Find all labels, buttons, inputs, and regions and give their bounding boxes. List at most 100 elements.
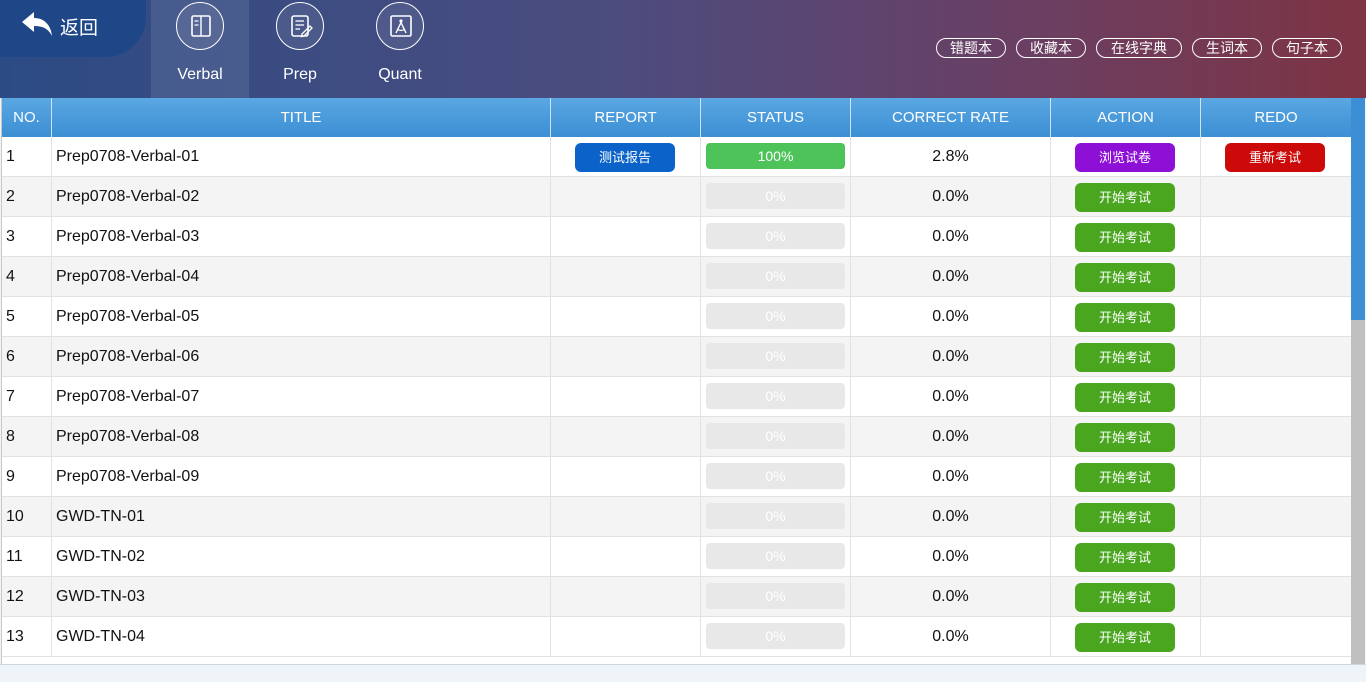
progress-bar: 100% [706,143,845,169]
row-number: 13 [6,628,24,645]
table-row: 4 Prep0708-Verbal-04 0% 0.0% 开始考试 [2,257,1351,297]
cell-action: 开始考试 [1051,337,1201,377]
cell-rate: 2.8% [851,137,1051,177]
tab-quant[interactable]: Quant [351,0,449,98]
start-exam-button[interactable]: 开始考试 [1075,383,1175,412]
exam-title: Prep0708-Verbal-07 [56,388,200,405]
scrollbar-thumb[interactable] [1351,98,1365,320]
cell-action: 开始考试 [1051,417,1201,457]
cell-redo [1201,297,1351,337]
cell-status: 0% [701,217,851,257]
row-number: 12 [6,588,24,605]
cell-report [551,617,701,657]
cell-rate: 0.0% [851,457,1051,497]
cell-rate: 0.0% [851,377,1051,417]
cell-title: Prep0708-Verbal-04 [52,257,551,297]
progress-label: 0% [765,508,786,524]
exam-title: Prep0708-Verbal-02 [56,188,200,205]
vocabulary-book-button[interactable]: 生词本 [1192,38,1262,58]
start-exam-button[interactable]: 开始考试 [1075,263,1175,292]
progress-label: 0% [765,588,786,604]
row-number: 4 [6,268,15,285]
row-number: 11 [6,548,23,565]
correct-rate: 0.0% [932,468,969,485]
retake-exam-button[interactable]: 重新考试 [1225,143,1325,172]
cell-redo [1201,217,1351,257]
start-exam-button[interactable]: 开始考试 [1075,503,1175,532]
cell-title: GWD-TN-01 [52,497,551,537]
back-button[interactable]: 返回 [0,0,146,57]
progress-label: 0% [765,628,786,644]
exam-title: GWD-TN-03 [56,588,145,605]
cell-status: 0% [701,537,851,577]
table-row: 5 Prep0708-Verbal-05 0% 0.0% 开始考试 [2,297,1351,337]
correct-rate: 0.0% [932,308,969,325]
back-label: 返回 [60,18,99,39]
start-exam-button[interactable]: 开始考试 [1075,303,1175,332]
tab-verbal-label: Verbal [177,66,223,83]
tab-verbal[interactable]: Verbal [151,0,249,98]
cell-title: Prep0708-Verbal-06 [52,337,551,377]
col-redo: REDO [1254,109,1298,126]
correct-rate: 2.8% [932,148,969,165]
vertical-scrollbar[interactable] [1351,98,1365,664]
online-dictionary-button[interactable]: 在线字典 [1096,38,1182,58]
exam-title: Prep0708-Verbal-06 [56,348,200,365]
cell-no: 11 [2,537,52,577]
cell-redo [1201,497,1351,537]
cell-no: 2 [2,177,52,217]
cell-report [551,217,701,257]
progress-label: 100% [757,148,794,164]
favorites-button[interactable]: 收藏本 [1016,38,1086,58]
cell-action: 开始考试 [1051,177,1201,217]
cell-status: 0% [701,577,851,617]
cell-redo [1201,337,1351,377]
row-number: 2 [6,188,15,205]
table-row: 11 GWD-TN-02 0% 0.0% 开始考试 [2,537,1351,577]
back-arrow-icon [22,12,52,36]
cell-title: Prep0708-Verbal-01 [52,137,551,177]
edit-note-icon [291,15,313,38]
start-exam-button[interactable]: 开始考试 [1075,623,1175,652]
cell-action: 开始考试 [1051,497,1201,537]
start-exam-button[interactable]: 开始考试 [1075,543,1175,572]
start-exam-button[interactable]: 开始考试 [1075,463,1175,492]
cell-title: Prep0708-Verbal-02 [52,177,551,217]
correct-rate: 0.0% [932,588,969,605]
cell-no: 1 [2,137,52,177]
exam-title: Prep0708-Verbal-04 [56,268,200,285]
cell-action: 开始考试 [1051,577,1201,617]
correct-rate: 0.0% [932,268,969,285]
progress-bar: 0% [706,263,845,289]
row-number: 7 [6,388,15,405]
start-exam-button[interactable]: 开始考试 [1075,183,1175,212]
cell-redo [1201,417,1351,457]
start-exam-button[interactable]: 开始考试 [1075,583,1175,612]
mistakes-book-button[interactable]: 错题本 [936,38,1006,58]
cell-title: Prep0708-Verbal-07 [52,377,551,417]
start-exam-button[interactable]: 开始考试 [1075,343,1175,372]
cell-status: 0% [701,457,851,497]
cell-report [551,537,701,577]
correct-rate: 0.0% [932,508,969,525]
cell-redo [1201,457,1351,497]
cell-report [551,417,701,457]
exam-title: Prep0708-Verbal-09 [56,468,200,485]
cell-status: 100% [701,137,851,177]
cell-report [551,377,701,417]
start-exam-button[interactable]: 开始考试 [1075,423,1175,452]
cell-report [551,497,701,537]
progress-bar: 0% [706,343,845,369]
test-report-button[interactable]: 测试报告 [575,143,675,172]
cell-rate: 0.0% [851,417,1051,457]
tab-prep[interactable]: Prep [251,0,349,98]
cell-redo [1201,377,1351,417]
sentence-book-button[interactable]: 句子本 [1272,38,1342,58]
start-exam-button[interactable]: 开始考试 [1075,223,1175,252]
exam-title: GWD-TN-01 [56,508,145,525]
correct-rate: 0.0% [932,428,969,445]
col-status: STATUS [701,98,851,137]
top-header: 返回 Verbal Prep [0,0,1366,98]
cell-report [551,297,701,337]
browse-exam-button[interactable]: 浏览试卷 [1075,143,1175,172]
